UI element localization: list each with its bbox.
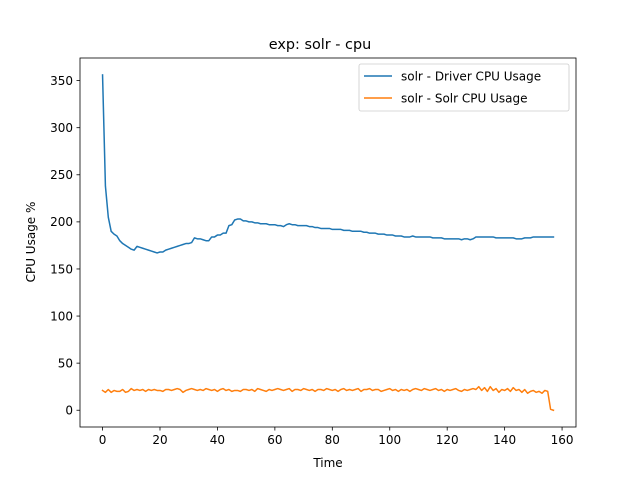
y-tick-label: 0 (65, 404, 73, 418)
y-tick-label: 200 (50, 215, 73, 229)
x-tick-label: 100 (378, 433, 401, 447)
x-axis-ticks: 0 20 40 60 80 100 120 140 160 (99, 427, 574, 447)
legend: solr - Driver CPU Usage solr - Solr CPU U… (358, 63, 570, 112)
chart-title: exp: solr - cpu (269, 37, 371, 53)
y-tick-label: 300 (50, 121, 73, 135)
y-tick-label: 100 (50, 309, 73, 323)
x-tick-label: 40 (210, 433, 225, 447)
x-tick-label: 140 (493, 433, 516, 447)
x-tick-label: 160 (551, 433, 574, 447)
y-axis-ticks: 0 50 100 150 200 250 300 350 (50, 74, 80, 418)
x-tick-label: 120 (436, 433, 459, 447)
x-axis-label: Time (312, 456, 342, 470)
x-tick-label: 80 (325, 433, 340, 447)
y-axis-label: CPU Usage % (24, 202, 38, 283)
x-tick-label: 60 (267, 433, 282, 447)
y-tick-label: 50 (58, 356, 73, 370)
y-tick-label: 150 (50, 262, 73, 276)
plot-lines (101, 74, 555, 412)
legend-label-1: solr - Driver CPU Usage (401, 69, 541, 83)
legend-label-2: solr - Solr CPU Usage (401, 91, 527, 105)
x-tick-label: 0 (99, 433, 107, 447)
y-tick-label: 250 (50, 168, 73, 182)
legend-box (358, 63, 570, 112)
axes-frame (79, 57, 577, 428)
series-line-2 (101, 385, 555, 412)
series-line-1 (101, 74, 555, 254)
y-tick-label: 350 (50, 74, 73, 88)
x-tick-label: 20 (152, 433, 167, 447)
